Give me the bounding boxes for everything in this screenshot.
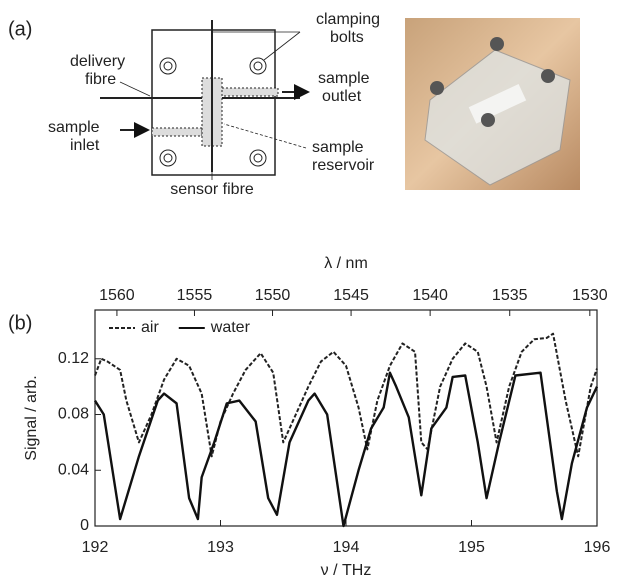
sensor-block: [151, 29, 276, 176]
label: reservoir: [312, 157, 375, 174]
y-axis-title: Signal / arb.: [23, 375, 40, 460]
legend-label: air: [141, 319, 159, 336]
label: fibre: [85, 71, 116, 88]
chart: 192 193 194 195 196 1560 1555 1550 1545 1540 1535 1…: [8, 255, 610, 579]
label: delivery: [70, 53, 125, 70]
x2-tick-label: 1545: [333, 287, 369, 304]
x2-tick-label: 1535: [492, 287, 528, 304]
x-tick-label: 193: [207, 539, 234, 556]
inlet-channel: [151, 127, 203, 137]
leader: [223, 123, 307, 149]
photo: [405, 18, 580, 190]
legend-label: water: [210, 319, 251, 336]
x2-tick-label: 1555: [177, 287, 213, 304]
y-tick-label: 0.08: [58, 406, 89, 423]
x2-tick-label: 1530: [572, 287, 608, 304]
x2-tick-label: 1550: [255, 287, 291, 304]
label: sample: [318, 70, 370, 87]
label: inlet: [70, 137, 100, 154]
x-tick-label: 194: [333, 539, 360, 556]
x2-tick-label: 1560: [99, 287, 135, 304]
label: sample: [312, 139, 364, 156]
x2-axis-title: λ / nm: [324, 255, 368, 272]
x2-tick-label: 1540: [412, 287, 448, 304]
bolts: [159, 57, 267, 167]
outlet-channel: [221, 87, 279, 97]
leader: [263, 31, 301, 61]
label: sensor fibre: [170, 181, 254, 198]
data-line: [93, 371, 599, 528]
plot-frame: [94, 309, 598, 527]
x-axis-title: ν / THz: [321, 562, 372, 579]
x-tick-label: 195: [458, 539, 485, 556]
label: clamping: [316, 11, 380, 28]
y-tick-label: 0: [80, 517, 89, 534]
panel-label: (a): [8, 18, 32, 40]
x-tick-label: 196: [584, 539, 611, 556]
y-tick-label: 0.04: [58, 461, 89, 478]
data-line: [94, 332, 598, 458]
label: sample: [48, 119, 100, 136]
label: outlet: [322, 88, 362, 105]
x-tick-label: 192: [82, 539, 109, 556]
label: bolts: [330, 29, 364, 46]
diagram: [100, 20, 310, 180]
leader: [119, 81, 151, 97]
panel-label: (b): [8, 312, 32, 334]
y-tick-label: 0.12: [58, 350, 89, 367]
